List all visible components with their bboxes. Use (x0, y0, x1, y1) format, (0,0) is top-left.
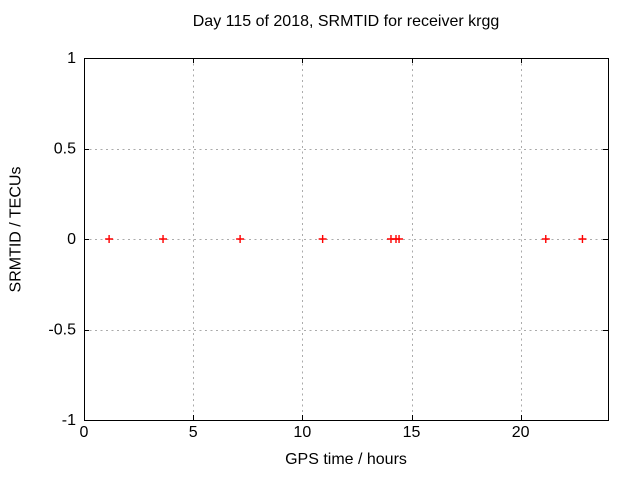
x-tick-label: 0 (80, 424, 89, 441)
data-point-marker (159, 235, 168, 243)
x-tick-label: 5 (189, 424, 198, 441)
data-point-marker (578, 235, 587, 243)
chart-title: Day 115 of 2018, SRMTID for receiver krg… (192, 13, 500, 30)
y-tick-label: -1 (62, 412, 76, 429)
x-tick-label: 15 (403, 424, 421, 441)
data-point-marker (395, 235, 404, 243)
data-point-marker (318, 235, 327, 243)
y-tick-label: 1 (67, 50, 76, 67)
x-tick-label: 20 (512, 424, 530, 441)
y-tick-label: 0.5 (54, 141, 76, 158)
x-axis-label: GPS time / hours (285, 451, 407, 468)
data-point-marker (236, 235, 245, 243)
data-point-marker (541, 235, 550, 243)
data-point-marker (105, 235, 114, 243)
y-tick-label: 0 (67, 231, 76, 248)
y-tick-label: -0.5 (48, 322, 76, 339)
x-tick-label: 10 (293, 424, 311, 441)
